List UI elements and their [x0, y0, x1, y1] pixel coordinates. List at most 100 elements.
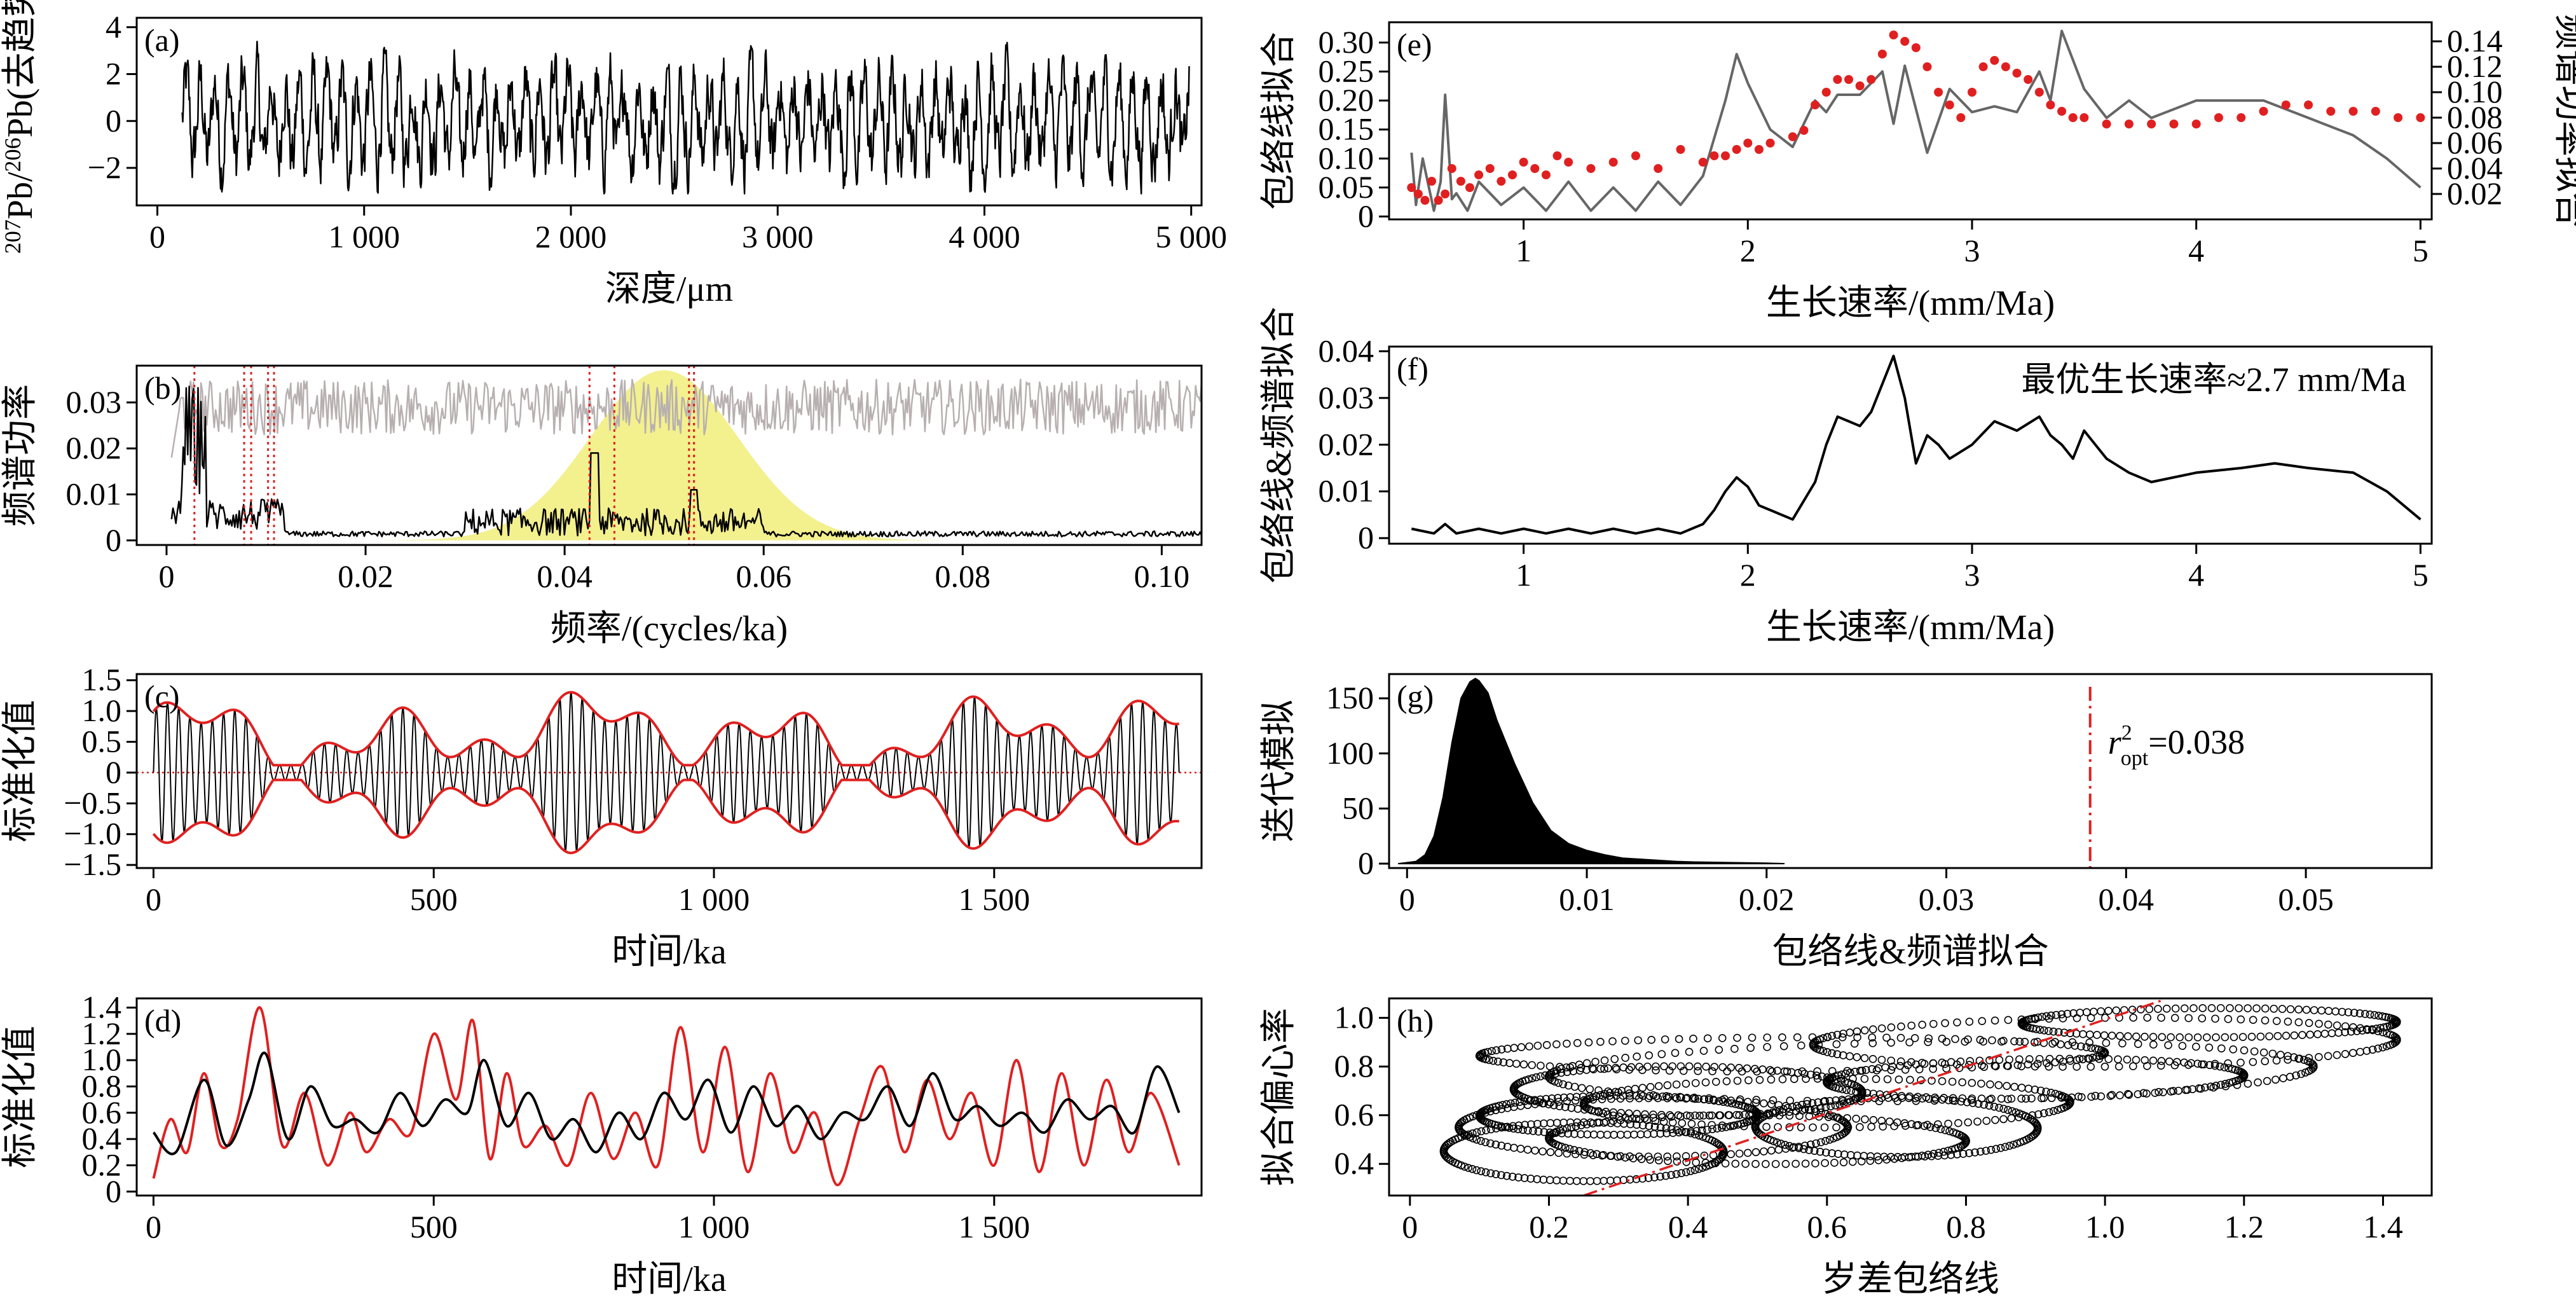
data-point [1956, 113, 1966, 122]
y-tick-label: −1.0 [64, 816, 121, 851]
data-point [1709, 151, 1719, 160]
data-point [1844, 1095, 1853, 1104]
x-axis-label: 生长速率/(mm/Ma) [1766, 284, 2055, 323]
x-tick-label: 0.2 [1529, 1209, 1569, 1244]
data-point [1805, 1146, 1813, 1154]
data-point [1502, 1171, 1511, 1180]
data-point [1657, 1110, 1666, 1119]
data-point [1829, 1112, 1838, 1120]
data-point [2093, 1031, 2101, 1039]
data-point [1627, 1063, 1636, 1072]
data-point [2137, 1005, 2145, 1014]
data-point [1583, 1130, 1592, 1139]
data-point [2286, 1005, 2295, 1014]
data-point [1526, 1175, 1535, 1183]
data-point [2263, 1077, 2271, 1086]
panel-f: 1 2 3 4 5 0 0.01 0.02 0.03 0.04 (f) 生长速率/(mm/Ma) 包络线… [1259, 307, 2433, 647]
data-point [1715, 1045, 1723, 1054]
data-point [1705, 1096, 1713, 1105]
data-point [1967, 88, 1977, 97]
data-point [1554, 1141, 1563, 1150]
data-point [1839, 1030, 1847, 1038]
series-group [1439, 1000, 2401, 1196]
data-point [1997, 1094, 2006, 1103]
data-point [2392, 1018, 2401, 1027]
data-point [1493, 1121, 1502, 1130]
data-point [1696, 1112, 1704, 1120]
data-point [2031, 1038, 2039, 1047]
annotation: r2 opt=0.038 [2108, 721, 2245, 770]
data-point [1955, 1064, 1964, 1072]
data-point [1536, 1095, 1545, 1104]
x-axis-label: 时间/ka [612, 932, 727, 972]
data-point [2039, 1026, 2048, 1035]
data-point [1682, 1111, 1691, 1120]
data-point [1508, 1173, 1517, 1181]
data-point [1499, 1058, 1508, 1066]
data-point [2125, 1091, 2134, 1099]
data-point [1564, 1129, 1572, 1138]
data-point [1464, 1130, 1473, 1139]
data-point [1814, 1098, 1823, 1107]
data-point [1765, 139, 1775, 148]
data-point [2156, 1061, 2165, 1070]
data-point [2265, 1032, 2273, 1040]
data-point [1481, 1168, 1490, 1176]
data-point [2097, 1007, 2106, 1016]
data-point [1566, 1118, 1575, 1127]
y-axis-label-part: Pb/ [1, 172, 40, 219]
data-point [1664, 1157, 1672, 1165]
data-point [1860, 1026, 1869, 1035]
data-point [1735, 1111, 1744, 1119]
data-point [1803, 1096, 1812, 1105]
data-point [1489, 1056, 1498, 1065]
data-point [1753, 1110, 1762, 1119]
data-point [2317, 1006, 2326, 1015]
data-point [1691, 1079, 1700, 1087]
data-point [2370, 1010, 2379, 1019]
data-point [1820, 1123, 1829, 1132]
data-point [1600, 1056, 1609, 1065]
x-tick-label: 1 000 [329, 219, 401, 254]
data-point [1817, 1138, 1825, 1147]
x-tick-label: 5 [2413, 233, 2429, 268]
y-tick-label: 1.5 [82, 662, 122, 698]
data-point [2205, 1043, 2214, 1052]
data-point [2087, 1093, 2095, 1101]
data-point [2079, 1030, 2087, 1038]
data-point [1656, 1172, 1664, 1181]
data-point [1887, 1066, 1896, 1075]
y-tick-label: 2 [106, 56, 121, 92]
data-point [1922, 62, 1932, 71]
data-point [1633, 1052, 1641, 1061]
data-point [2191, 120, 2201, 128]
data-point [1982, 1147, 1990, 1155]
series-group [137, 691, 1202, 855]
data-point [1625, 1065, 1634, 1074]
data-point [1832, 1075, 1841, 1084]
data-point [1793, 1033, 1802, 1042]
data-point [2367, 1025, 2376, 1033]
y-tick-label: 0.2 [82, 1147, 122, 1182]
x-tick-label: 500 [410, 881, 458, 917]
data-point [1692, 1158, 1701, 1167]
data-point [2072, 1056, 2081, 1065]
data-point [1637, 1155, 1646, 1163]
data-point [1552, 1119, 1561, 1127]
x-tick-label: 1 500 [959, 881, 1031, 917]
data-point [1795, 1144, 1803, 1152]
y-right-tick-label: 0.02 [2447, 176, 2503, 211]
y-tick-label: 0.25 [1319, 53, 1374, 89]
data-point [2051, 1058, 2060, 1066]
data-point [1610, 1131, 1618, 1139]
data-point [2116, 1091, 2124, 1100]
data-point [1823, 1073, 1832, 1082]
data-point [1654, 1156, 1663, 1165]
data-point [1675, 1035, 1683, 1044]
data-point [1694, 1062, 1702, 1071]
y-tick-label: 0.04 [1319, 333, 1374, 368]
data-point [1813, 1067, 1821, 1075]
x-tick-label: 1.0 [2085, 1209, 2125, 1244]
data-point [2020, 1038, 2029, 1046]
